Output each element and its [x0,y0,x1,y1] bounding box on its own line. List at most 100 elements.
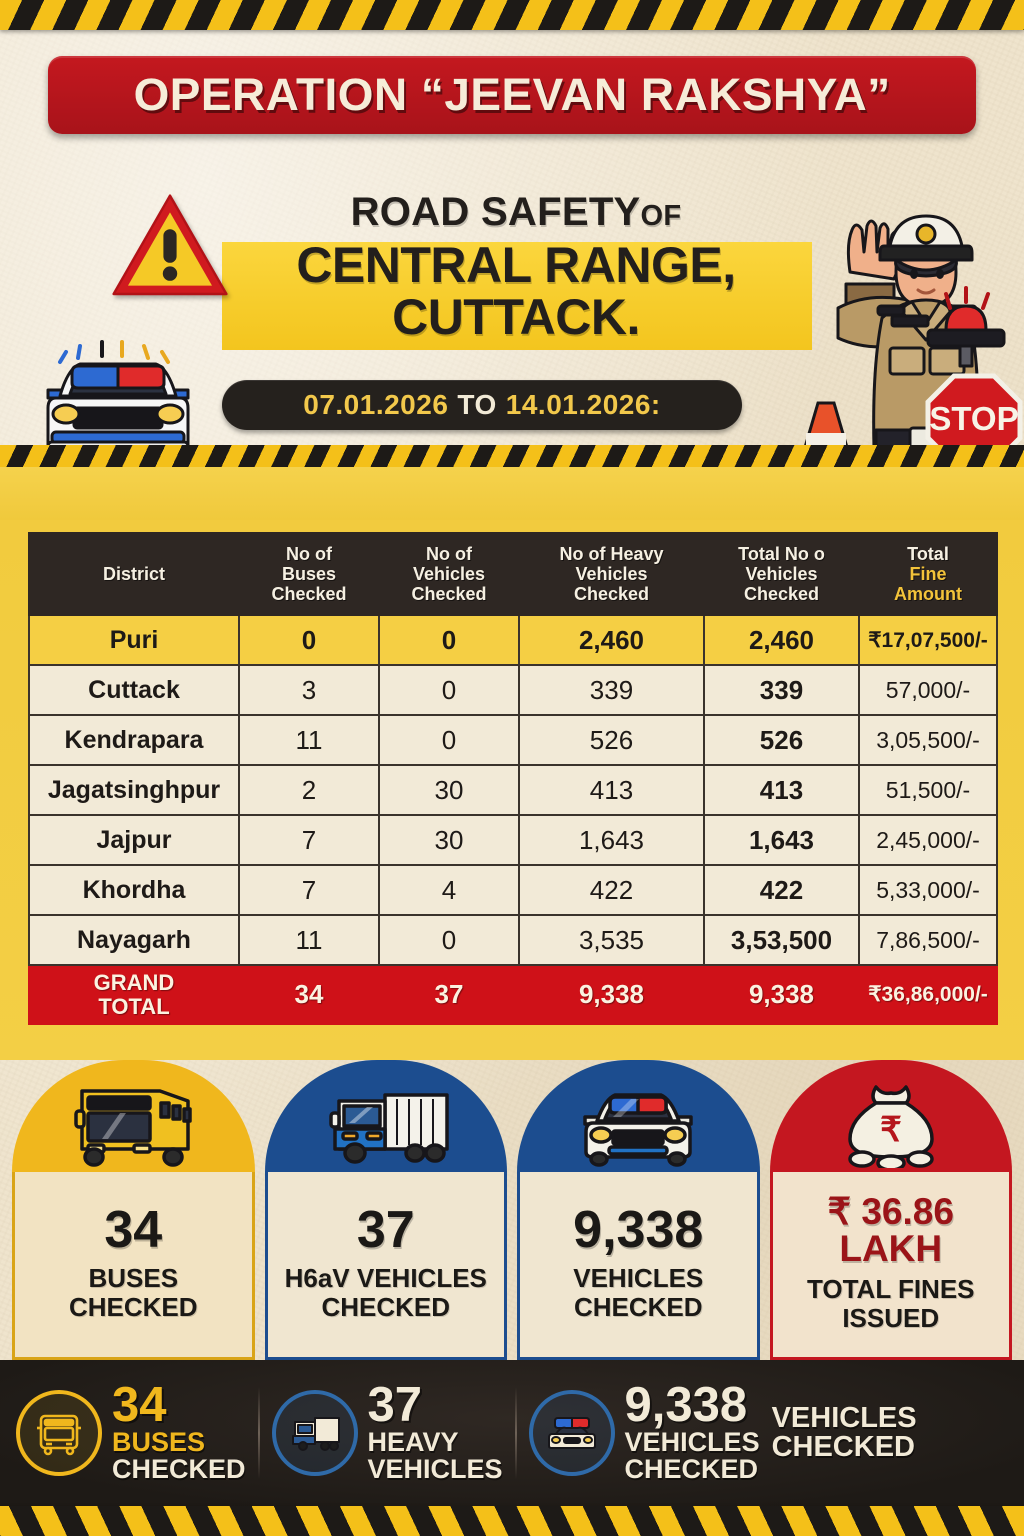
stat-card-buses-number: 34 [104,1201,163,1260]
cell-total: 413 [703,764,860,817]
traffic-police-officer-icon: STOP [778,188,1024,494]
cell-total: 422 [703,864,860,917]
col-vehicles: No of Vehicles Checked [378,531,520,617]
bottom-heavy-line2: VEHICLES [367,1453,503,1484]
cell-district: Puri [28,614,240,667]
cell-heavy: 2,460 [518,614,705,667]
cell-district: Cuttack [28,664,240,717]
data-table-section: District No of Buses Checked No of Vehic… [0,520,1024,1060]
stat-card-heavy-body: 37 H6aV VEHICLES CHECKED [264,1172,507,1360]
table-header-row: District No of Buses Checked No of Vehic… [28,531,998,617]
col-vehicles-l3: Checked [411,584,487,605]
cell-fine: 51,500/- [858,764,998,817]
cell-grand-total-label: GRAND TOTAL [28,964,240,1025]
cell-vehicles: 4 [378,864,520,917]
bottom-stat-heavy: 37 HEAVY VEHICLES [271,1378,503,1484]
grand-total-l1: GRAND [93,970,175,996]
cell-vehicles: 30 [378,764,520,817]
stat-card-vehicles-label: VEHICLES CHECKED [573,1263,704,1322]
cell-district: Nayagarh [28,914,240,967]
cell-total: 339 [703,664,860,717]
warning-triangle-icon [110,190,230,302]
col-buses: No of Buses Checked [238,531,380,617]
bottom-heavy-number: 37 [367,1378,423,1433]
cell-heavy: 339 [518,664,705,717]
cell-district: Khordha [28,864,240,917]
table-row: Puri 0 0 2,460 2,460 ₹17,07,500/- [28,614,998,667]
table-row: Kendrapara 11 0 526 526 3,05,500/- [28,714,998,767]
cell-vehicles: 0 [378,664,520,717]
table-row: Khordha 7 4 422 422 5,33,000/- [28,864,998,917]
stat-card-heavy-number: 37 [356,1201,415,1260]
table-row: Nayagarh 11 0 3,535 3,53,500 7,86,500/- [28,914,998,967]
bottom-stat-heavy-text: 37 HEAVY VEHICLES [367,1378,503,1484]
bottom-stat-vehicles-text: 9,338 VEHICLES CHECKED [624,1378,760,1484]
col-heavy-l1: No of Heavy [559,544,664,564]
col-fine: Total Fine Amount [858,531,998,617]
stat-card-vehicles-number: 9,338 [573,1201,704,1260]
table-body: Puri 0 0 2,460 2,460 ₹17,07,500/- Cuttack 3 0 339… [28,614,998,1025]
date-from: 07.01.2026 [303,389,449,420]
bottom-heavy-line1: HEAVY [367,1426,459,1457]
cell-fine: ₹17,07,500/- [858,614,998,667]
cell-vehicles: 0 [378,614,520,667]
bottom-buses-number: 34 [112,1378,167,1433]
cell-buses: 7 [238,814,380,867]
bus-icon [16,1389,102,1476]
col-fine-l2: Fine [909,564,947,585]
cell-fine: 2,45,000/- [858,814,998,867]
stat-card-buses: 34 BUSES CHECKED [12,1060,255,1360]
table-header: District No of Buses Checked No of Vehic… [28,531,998,617]
svg-text:STOP: STOP [929,400,1018,437]
subtitle-of: OF [640,200,682,232]
table-row: Cuttack 3 0 339 339 57,000/- [28,664,998,717]
col-total-l2: Vehicles [745,564,818,585]
table-row: Jagatsinghpur 2 30 413 413 51,500/- [28,764,998,817]
stat-card-heavy-label: H6aV VEHICLES CHECKED [284,1263,487,1322]
cell-grand-total: 9,338 [703,964,860,1025]
bottom-tail-text: VEHICLES CHECKED [772,1404,917,1462]
stat-card-buses-body: 34 BUSES CHECKED [12,1172,255,1360]
stat-card-buses-label: BUSES CHECKED [68,1263,198,1322]
bottom-vehicles-line2: CHECKED [624,1453,759,1484]
col-heavy-l3: Checked [573,584,650,605]
bottom-stat-buses: 34 BUSES CHECKED [16,1378,246,1482]
truck-icon [271,1389,358,1476]
police-car-icon [528,1389,615,1476]
page-title: OPERATION “JEEVAN RAKSHYA” [133,69,891,120]
cell-vehicles: 0 [378,914,520,967]
stat-card-vehicles: 9,338 VEHICLES CHECKED [517,1060,760,1360]
stat-card-vehicles-body: 9,338 VEHICLES CHECKED [517,1172,760,1360]
cell-district: Kendrapara [28,714,240,767]
bus-icon [12,1060,255,1172]
cell-vehicles: 0 [378,714,520,767]
bottom-tail-line1: VEHICLES [771,1402,917,1434]
col-fine-l3: Amount [894,584,962,605]
col-total-l3: Checked [743,584,820,605]
subtitle-line-3: CUTTACK. [392,289,640,345]
truck-icon [264,1060,507,1172]
stat-card-fines-number: ₹ 36.86 LAKH [827,1191,954,1270]
cell-fine: 57,000/- [858,664,998,717]
date-to-word: TO [457,389,497,420]
col-total: Total No o Vehicles Checked [703,531,860,617]
cell-heavy: 3,535 [518,914,705,967]
bottom-divider-2 [514,1387,517,1479]
grand-total-l2: TOTAL [98,993,170,1019]
money-bag-icon: ₹ [769,1060,1012,1172]
subtitle-road-safety: ROAD SAFETY [350,190,641,234]
cell-grand-vehicles: 37 [378,964,520,1025]
cell-buses: 3 [238,664,380,717]
col-district-l1: District [102,564,165,585]
subtitle-line-1: ROAD SAFETYOF [236,190,796,234]
cell-heavy: 413 [518,764,705,817]
subtitle-block: ROAD SAFETYOF CENTRAL RANGE, CUTTACK. [222,190,812,350]
cell-district: Jagatsinghpur [28,764,240,817]
cell-total: 2,460 [703,614,860,667]
date-range-pill: 07.01.2026 TO 14.01.2026: [222,380,742,430]
col-heavy: No of Heavy Vehicles Checked [518,531,705,617]
bottom-divider-1 [257,1387,260,1479]
cell-grand-buses: 34 [238,964,380,1025]
cell-total: 1,643 [703,814,860,867]
bottom-vehicles-number: 9,338 [624,1378,748,1433]
